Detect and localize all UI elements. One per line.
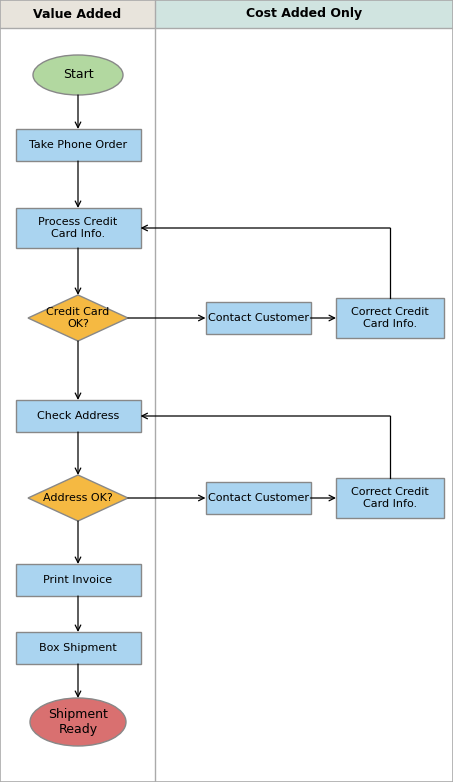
FancyBboxPatch shape (15, 564, 140, 596)
FancyBboxPatch shape (15, 208, 140, 248)
FancyBboxPatch shape (15, 632, 140, 664)
FancyBboxPatch shape (206, 302, 310, 334)
Text: Contact Customer: Contact Customer (207, 493, 308, 503)
Text: Credit Card
OK?: Credit Card OK? (46, 307, 110, 328)
Text: Contact Customer: Contact Customer (207, 313, 308, 323)
FancyBboxPatch shape (15, 129, 140, 161)
Text: Value Added: Value Added (34, 8, 121, 20)
Text: Shipment
Ready: Shipment Ready (48, 708, 108, 736)
Text: Process Credit
Card Info.: Process Credit Card Info. (39, 217, 118, 239)
Polygon shape (28, 295, 128, 341)
Text: Take Phone Order: Take Phone Order (29, 140, 127, 150)
Text: Correct Credit
Card Info.: Correct Credit Card Info. (351, 487, 429, 509)
Text: Address OK?: Address OK? (43, 493, 113, 503)
Ellipse shape (30, 698, 126, 746)
FancyBboxPatch shape (206, 482, 310, 514)
Polygon shape (155, 0, 453, 28)
Text: Cost Added Only: Cost Added Only (246, 8, 362, 20)
Text: Box Shipment: Box Shipment (39, 643, 117, 653)
Polygon shape (28, 475, 128, 521)
Text: Start: Start (63, 69, 93, 81)
FancyBboxPatch shape (336, 298, 444, 338)
Text: Correct Credit
Card Info.: Correct Credit Card Info. (351, 307, 429, 328)
Text: Print Invoice: Print Invoice (43, 575, 112, 585)
FancyBboxPatch shape (15, 400, 140, 432)
Text: Check Address: Check Address (37, 411, 119, 421)
Ellipse shape (33, 55, 123, 95)
FancyBboxPatch shape (336, 478, 444, 518)
Polygon shape (0, 0, 155, 28)
